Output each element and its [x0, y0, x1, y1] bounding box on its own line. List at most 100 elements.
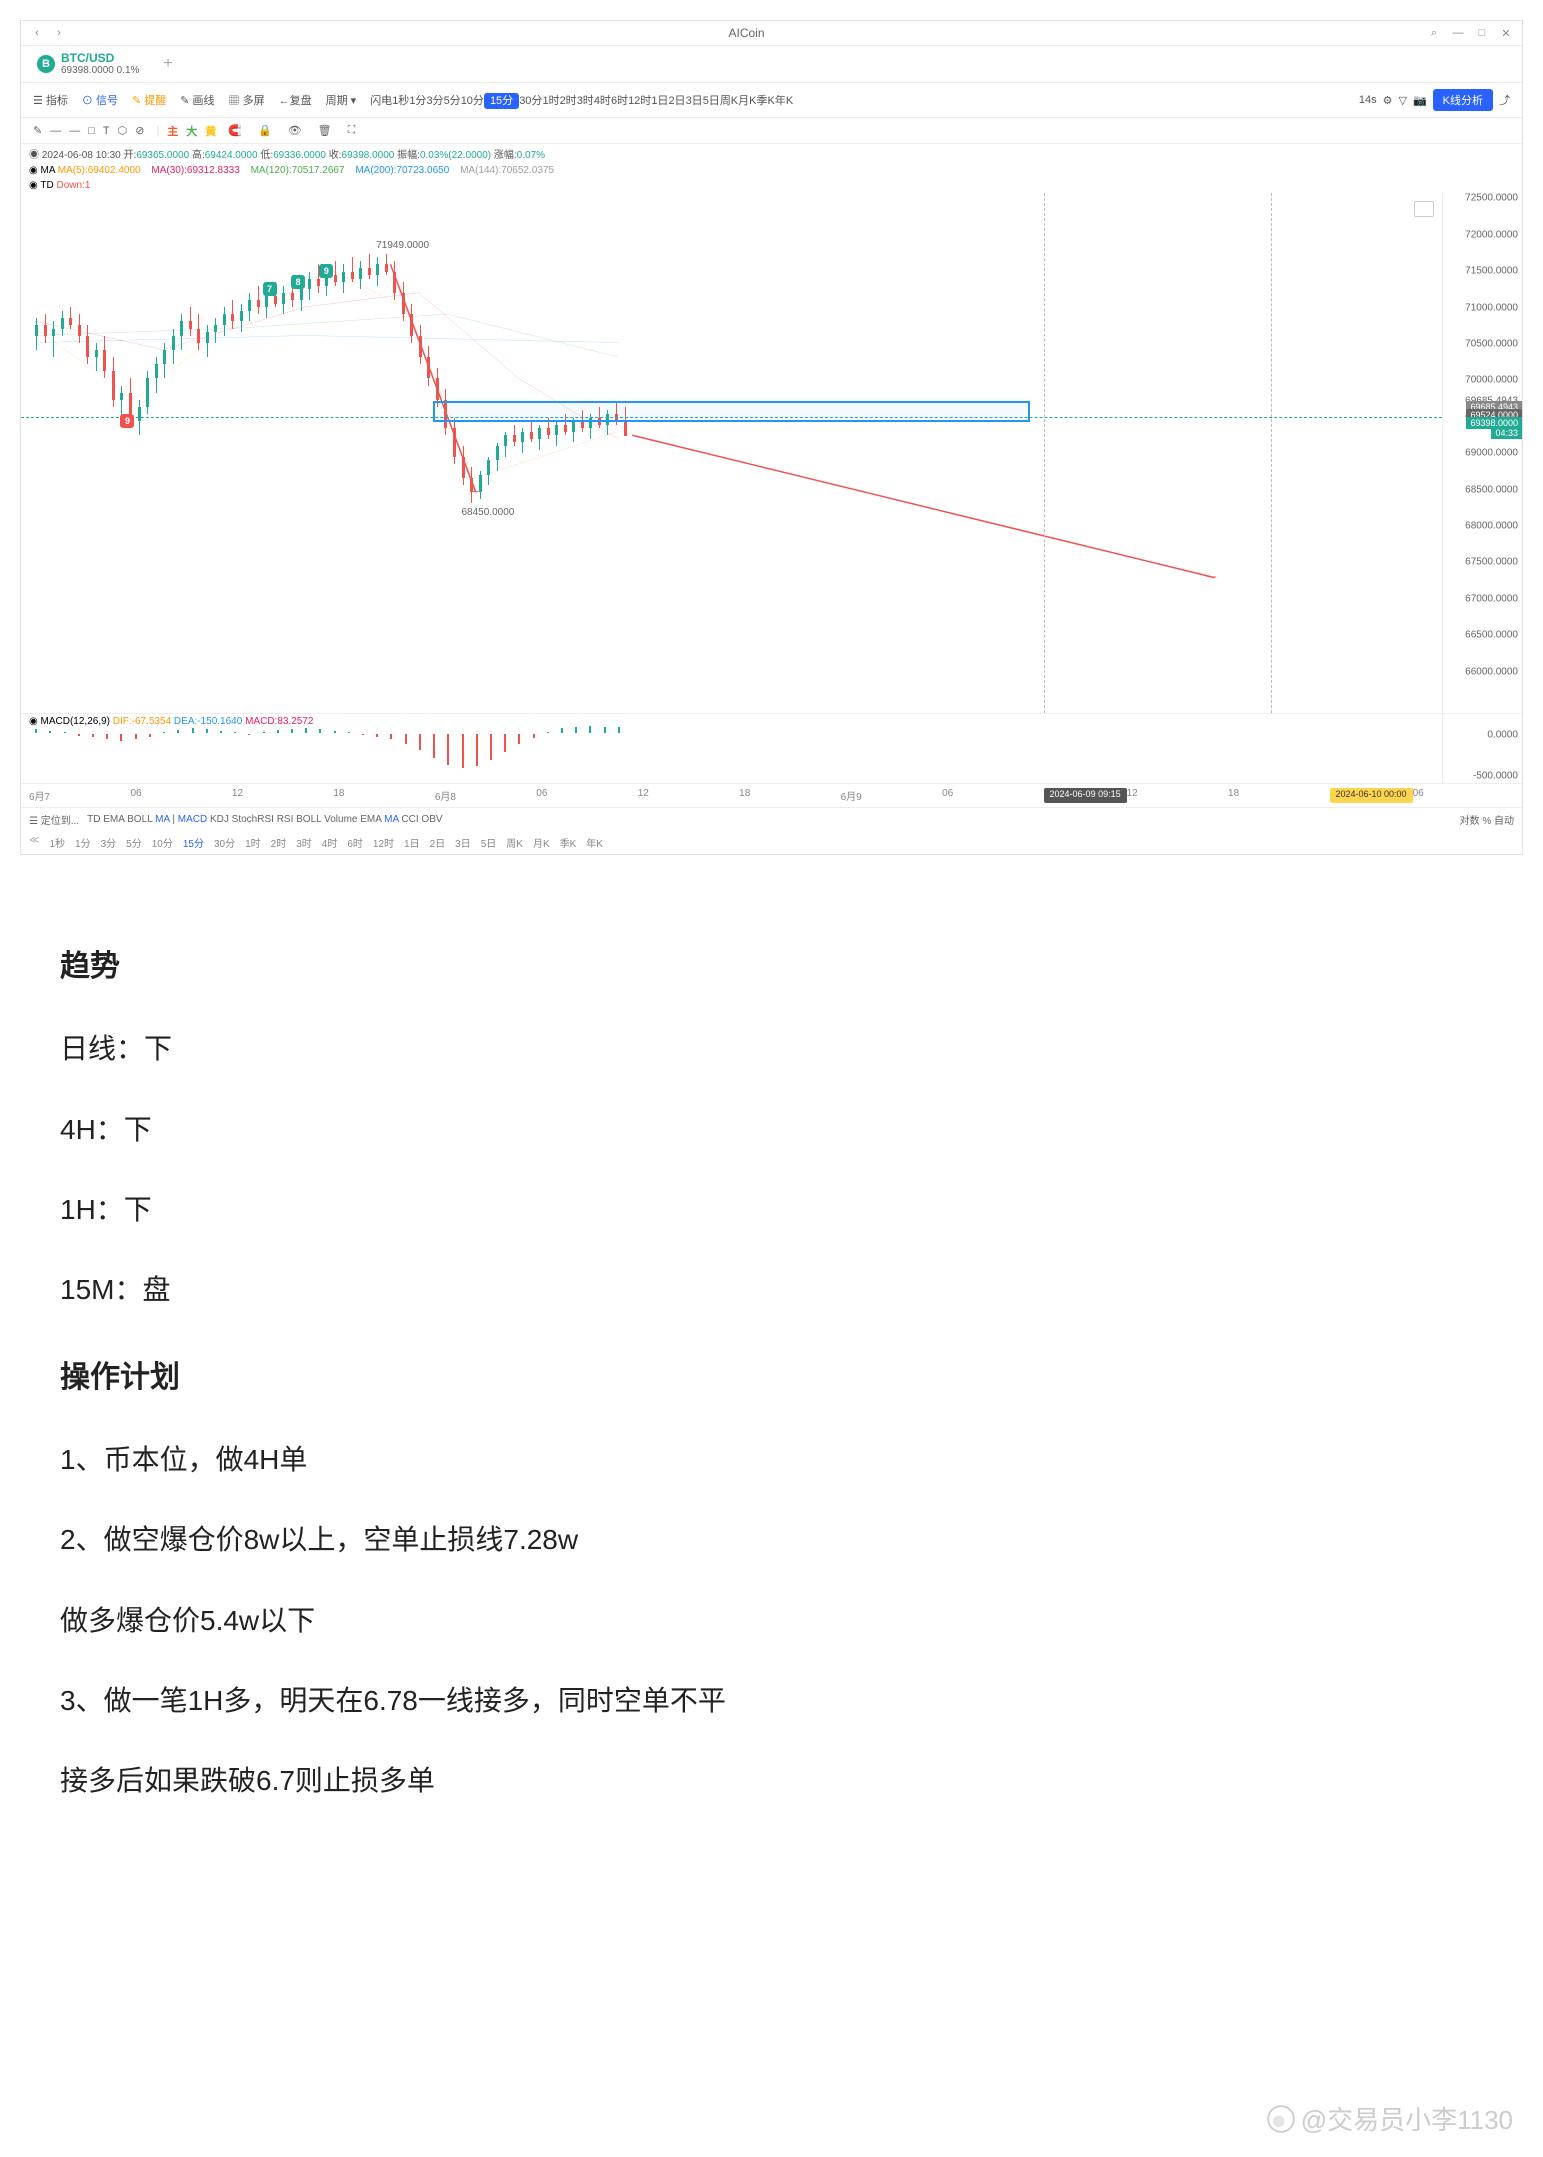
- eye-icon[interactable]: 👁: [284, 122, 306, 139]
- indicator-TD[interactable]: TD: [87, 814, 100, 825]
- scale-自动[interactable]: 自动: [1494, 816, 1514, 827]
- bottom-tf-2日[interactable]: 2日: [430, 835, 446, 850]
- timeframe-3分[interactable]: 3分: [426, 95, 443, 107]
- multi-button[interactable]: ▦ 多屏: [225, 90, 269, 110]
- collapse-icon[interactable]: ≪: [29, 835, 39, 850]
- timeframe-5分[interactable]: 5分: [444, 95, 461, 107]
- bottom-tf-4时[interactable]: 4时: [322, 835, 338, 850]
- chart-area[interactable]: 71949.000068450.00009789 72500.000072000…: [21, 193, 1522, 713]
- timeframe-季K[interactable]: 季K: [757, 95, 775, 107]
- indicator-Volume[interactable]: Volume: [324, 814, 357, 825]
- bottom-tf-30分[interactable]: 30分: [214, 835, 235, 850]
- bottom-tf-5分[interactable]: 5分: [126, 835, 142, 850]
- timeframe-3日[interactable]: 3日: [686, 95, 703, 107]
- timeframe-1分[interactable]: 1分: [409, 95, 426, 107]
- timeframe-15分[interactable]: 15分: [484, 93, 519, 109]
- settings-icon[interactable]: ⚙: [1383, 94, 1393, 107]
- bottom-tf-10分[interactable]: 10分: [152, 835, 173, 850]
- screenshot-icon[interactable]: [1414, 201, 1434, 217]
- alert-button[interactable]: ✎ 提醒: [128, 90, 170, 110]
- bottom-tf-3日[interactable]: 3日: [455, 835, 471, 850]
- search-icon[interactable]: ⌕: [1426, 25, 1442, 41]
- timeframe-6时[interactable]: 6时: [611, 95, 628, 107]
- draw-tool-0[interactable]: ✎: [29, 123, 46, 139]
- scale-对数[interactable]: 对数: [1460, 816, 1480, 827]
- bottom-tf-12时[interactable]: 12时: [373, 835, 394, 850]
- bottom-tf-季K[interactable]: 季K: [560, 835, 577, 850]
- timeframe-年K[interactable]: 年K: [775, 95, 793, 107]
- share-icon[interactable]: ⤴: [1499, 92, 1510, 108]
- draw-tool-5[interactable]: ⬡: [114, 123, 132, 139]
- draw-button[interactable]: ✎ 画线: [176, 90, 218, 110]
- expand-icon[interactable]: ⛶: [344, 122, 360, 139]
- bottom-tf-3时[interactable]: 3时: [296, 835, 312, 850]
- indicator-EMA[interactable]: EMA: [103, 814, 124, 825]
- indicator-StochRSI[interactable]: StochRSI: [232, 814, 274, 825]
- timeframe-2日[interactable]: 2日: [668, 95, 685, 107]
- indicator-BOLL[interactable]: BOLL: [127, 814, 152, 825]
- timeframe-3时[interactable]: 3时: [577, 95, 594, 107]
- chart-canvas[interactable]: 71949.000068450.00009789: [21, 193, 1442, 713]
- timeframe-1日[interactable]: 1日: [651, 95, 668, 107]
- ohlc-eye-icon[interactable]: ◉: [29, 150, 39, 161]
- maximize-icon[interactable]: □: [1474, 25, 1490, 41]
- trash-icon[interactable]: 🗑: [314, 122, 336, 139]
- timeframe-月K[interactable]: 月K: [738, 95, 756, 107]
- locate-button[interactable]: ☰ 定位到...: [29, 812, 79, 827]
- scale-%[interactable]: %: [1482, 816, 1491, 827]
- magnet-icon[interactable]: 🧲: [224, 122, 246, 139]
- symbol-tab[interactable]: B BTC/USD 69398.0000 0.1%: [29, 50, 147, 78]
- timeframe-1时[interactable]: 1时: [542, 95, 559, 107]
- indicator-|[interactable]: |: [172, 814, 175, 825]
- timeframe-周K[interactable]: 周K: [720, 95, 738, 107]
- filter-icon[interactable]: ▽: [1398, 94, 1406, 107]
- cycle-dropdown[interactable]: 周期 ▾: [322, 90, 361, 110]
- indicator-KDJ[interactable]: KDJ: [210, 814, 229, 825]
- draw-tool-1[interactable]: —: [46, 123, 65, 139]
- timeframe-10分[interactable]: 10分: [461, 95, 484, 107]
- indicator-CCI[interactable]: CCI: [401, 814, 418, 825]
- macd-eye-icon[interactable]: ◉: [29, 716, 38, 727]
- macd-panel[interactable]: ◉ MACD(12,26,9) DIF:-67.5354 DEA:-150.16…: [21, 713, 1522, 783]
- bottom-tf-1分[interactable]: 1分: [75, 835, 91, 850]
- zhu-label[interactable]: 主: [167, 123, 178, 139]
- bottom-tf-15分[interactable]: 15分: [183, 835, 204, 850]
- add-tab-button[interactable]: +: [155, 55, 180, 73]
- indicator-RSI[interactable]: RSI: [277, 814, 294, 825]
- indicator-MA[interactable]: MA: [155, 814, 169, 825]
- replay-button[interactable]: ←复盘: [275, 90, 316, 110]
- timeframe-5日[interactable]: 5日: [703, 95, 720, 107]
- bottom-tf-周K[interactable]: 周K: [506, 835, 523, 850]
- da-label[interactable]: 大: [186, 123, 197, 139]
- bottom-tf-5日[interactable]: 5日: [481, 835, 497, 850]
- close-icon[interactable]: ✕: [1498, 25, 1514, 41]
- indicator-MA[interactable]: MA: [384, 814, 398, 825]
- td-eye-icon[interactable]: ◉: [29, 180, 38, 191]
- bottom-tf-1秒[interactable]: 1秒: [49, 835, 65, 850]
- timeframe-闪电[interactable]: 闪电: [370, 95, 392, 107]
- timeframe-4时[interactable]: 4时: [594, 95, 611, 107]
- timeframe-1秒[interactable]: 1秒: [392, 95, 409, 107]
- bottom-tf-3分[interactable]: 3分: [101, 835, 117, 850]
- bottom-tf-6时[interactable]: 6时: [347, 835, 363, 850]
- indicator-BOLL[interactable]: BOLL: [296, 814, 321, 825]
- lock-icon[interactable]: 🔒: [254, 122, 276, 139]
- bottom-tf-月K[interactable]: 月K: [533, 835, 550, 850]
- huang-label[interactable]: 黄: [205, 123, 216, 139]
- timeframe-2时[interactable]: 2时: [560, 95, 577, 107]
- indicator-OBV[interactable]: OBV: [421, 814, 442, 825]
- timeframe-30分[interactable]: 30分: [519, 95, 542, 107]
- bottom-tf-1日[interactable]: 1日: [404, 835, 420, 850]
- bottom-tf-1时[interactable]: 1时: [245, 835, 261, 850]
- indicator-button[interactable]: ☰ 指标: [29, 90, 72, 110]
- timeframe-12时[interactable]: 12时: [628, 95, 651, 107]
- draw-tool-2[interactable]: —: [65, 123, 84, 139]
- indicator-MACD[interactable]: MACD: [178, 814, 207, 825]
- bottom-tf-2时[interactable]: 2时: [271, 835, 287, 850]
- draw-tool-3[interactable]: □: [84, 123, 99, 139]
- bottom-tf-年K[interactable]: 年K: [586, 835, 603, 850]
- signal-button[interactable]: ⊙ 信号: [78, 90, 122, 110]
- nav-forward-icon[interactable]: ›: [51, 25, 67, 41]
- analysis-button[interactable]: K线分析: [1433, 89, 1493, 111]
- draw-tool-4[interactable]: T: [99, 123, 114, 139]
